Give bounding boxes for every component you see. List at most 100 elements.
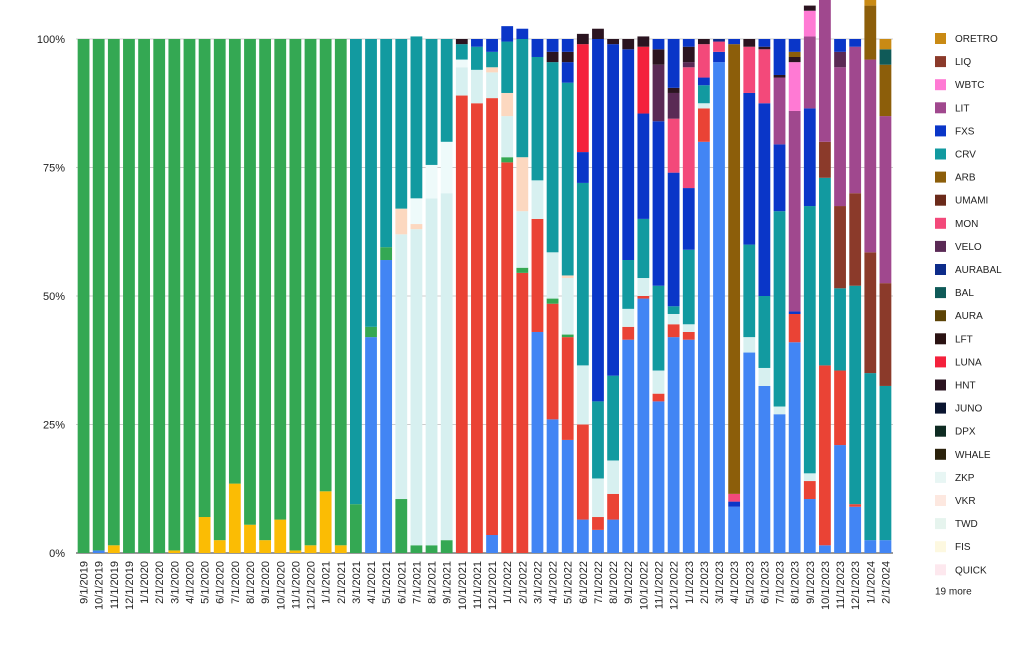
bar-fourth-3-1-2021 bbox=[349, 504, 362, 553]
x-tick-label: 1/1/2021 bbox=[321, 561, 333, 604]
bar-fxs-1-1-2022 bbox=[501, 26, 514, 42]
bar-fxs-12-1-2021 bbox=[486, 39, 498, 52]
bar-hnt-7-1-2022 bbox=[592, 28, 604, 39]
x-tick-label: 12/1/2023 bbox=[850, 561, 862, 610]
bar-crv-7-1-2022 bbox=[592, 401, 604, 479]
bar-fxs-3-1-2023 bbox=[713, 51, 725, 63]
bar-second-7-1-2022 bbox=[592, 517, 604, 530]
bar-fourth-5-1-2020 bbox=[198, 39, 211, 518]
bar-other-7-1-2023 bbox=[773, 39, 786, 75]
bar-arb-8-1-2023 bbox=[788, 51, 801, 57]
bar-second-1-1-2022 bbox=[501, 162, 514, 554]
bar-crv-3-1-2021 bbox=[349, 39, 362, 505]
bar-fourth-1-1-2020 bbox=[138, 39, 150, 553]
bar-velo-12-1-2022 bbox=[667, 92, 680, 119]
bar-crv-3-1-2022 bbox=[531, 56, 544, 181]
x-tick-label: 8/1/2023 bbox=[790, 561, 802, 604]
bar-first-6-1-2023 bbox=[758, 385, 771, 553]
bar-crv-11-1-2021 bbox=[471, 46, 483, 70]
x-tick-label: 7/1/2021 bbox=[411, 561, 423, 604]
x-tick-label: 11/1/2020 bbox=[290, 561, 302, 609]
bar-first-5-1-2022 bbox=[561, 439, 574, 553]
bar-first-1-1-2024 bbox=[864, 540, 877, 553]
bar-vkr-6-1-2021 bbox=[395, 208, 408, 235]
legend-label-oretro: ORETRO bbox=[955, 34, 998, 45]
x-tick-label: 2/1/2024 bbox=[880, 561, 892, 604]
legend-label-liq: LIQ bbox=[955, 57, 971, 68]
bar-fxs-1-1-2023 bbox=[682, 188, 695, 250]
bar-oretro-2-1-2024 bbox=[879, 39, 892, 50]
x-tick-label: 1/1/2024 bbox=[865, 561, 877, 604]
x-tick-label: 3/1/2022 bbox=[532, 561, 544, 604]
bar-first-10-1-2023 bbox=[819, 545, 831, 553]
bar-third-6-1-2020 bbox=[213, 540, 226, 553]
bar-fxs-4-1-2023 bbox=[728, 501, 741, 507]
bar-fourth-12-1-2020 bbox=[304, 39, 317, 546]
bar-first-6-1-2022 bbox=[576, 519, 589, 553]
legend-label-umami: UMAMI bbox=[955, 196, 988, 207]
bar-hnt-12-1-2022 bbox=[667, 87, 680, 93]
bar-fourth-7-1-2021 bbox=[410, 545, 423, 553]
bar-crv-7-1-2021 bbox=[410, 36, 423, 199]
y-tick-label: 50% bbox=[43, 291, 65, 303]
x-tick-label: 9/1/2022 bbox=[623, 561, 635, 604]
bar-fourth-8-1-2020 bbox=[244, 39, 256, 525]
bar-crv-6-1-2023 bbox=[758, 296, 771, 368]
bar-zkp-3-1-2022 bbox=[531, 180, 544, 219]
legend-more-link[interactable]: 19 more bbox=[935, 586, 972, 597]
bar-liq-1-1-2024 bbox=[864, 252, 877, 374]
x-tick-label: 5/1/2023 bbox=[744, 561, 756, 604]
legend-label-dpx: DPX bbox=[955, 427, 976, 438]
bar-twd-9-1-2021 bbox=[440, 141, 453, 194]
bar-crv-10-1-2023 bbox=[819, 177, 831, 366]
bar-hnt-10-1-2021 bbox=[455, 39, 468, 45]
bar-other-11-1-2022 bbox=[652, 39, 665, 50]
y-tick-label: 75% bbox=[43, 163, 65, 175]
bar-third-8-1-2020 bbox=[244, 524, 256, 553]
bar-hnt-2-1-2023 bbox=[697, 39, 710, 45]
bar-first-3-1-2022 bbox=[531, 331, 544, 553]
bar-fxs-2-1-2022 bbox=[516, 28, 529, 39]
bar-third-9-1-2020 bbox=[259, 540, 272, 553]
bar-other-3-1-2022 bbox=[531, 39, 544, 57]
x-tick-label: 4/1/2020 bbox=[184, 561, 196, 604]
bar-zkp-7-1-2023 bbox=[773, 406, 786, 415]
x-tick-label: 2/1/2023 bbox=[699, 561, 711, 604]
legend-swatch-juno bbox=[935, 402, 946, 414]
bar-twd-7-1-2021 bbox=[410, 198, 423, 225]
bar-zkp-1-1-2022 bbox=[501, 116, 514, 158]
bar-hnt-9-1-2023 bbox=[803, 5, 816, 11]
bar-fourth-3-1-2020 bbox=[168, 39, 181, 551]
bar-crv-1-1-2022 bbox=[501, 41, 514, 93]
bar-third-1-1-2021 bbox=[319, 491, 332, 553]
bar-crv-4-1-2021 bbox=[365, 39, 377, 327]
legend-swatch-crv bbox=[935, 148, 946, 160]
bar-fourth-5-1-2021 bbox=[380, 247, 393, 261]
bar-fourth-2-1-2022 bbox=[516, 267, 529, 273]
legend-swatch-fis bbox=[935, 541, 946, 553]
bar-lit-8-1-2023 bbox=[788, 110, 801, 312]
bar-zkp-12-1-2022 bbox=[667, 313, 680, 325]
bar-luna-10-1-2022 bbox=[637, 46, 650, 114]
bar-velo-11-1-2023 bbox=[834, 51, 846, 68]
legend-swatch-wbtc bbox=[935, 79, 946, 91]
bar-fourth-6-1-2021 bbox=[395, 499, 408, 553]
x-tick-label: 7/1/2023 bbox=[775, 561, 787, 604]
x-axis: 9/1/2019 10/1/2019 11/1/2019 12/1/2019 1/1/2… bbox=[79, 561, 893, 610]
bar-lit-12-1-2023 bbox=[849, 46, 862, 194]
legend-label-fxs: FXS bbox=[955, 126, 975, 137]
bar-hnt-1-1-2023 bbox=[682, 46, 695, 63]
bar-fxs-9-1-2022 bbox=[622, 49, 635, 261]
bar-fxs-8-1-2022 bbox=[607, 44, 620, 376]
y-tick-label: 100% bbox=[37, 34, 65, 46]
x-tick-label: 12/1/2019 bbox=[124, 561, 136, 610]
bar-fourth-11-1-2020 bbox=[289, 39, 302, 551]
bar-hnt-8-1-2022 bbox=[607, 39, 620, 45]
x-tick-label: 8/1/2022 bbox=[608, 561, 620, 604]
bar-first-2-1-2024 bbox=[879, 540, 892, 553]
legend-label-crv: CRV bbox=[955, 150, 976, 161]
bar-zkp-8-1-2022 bbox=[607, 460, 620, 494]
bar-zkp-7-1-2022 bbox=[592, 478, 604, 518]
legend-label-mon: MON bbox=[955, 219, 978, 230]
x-tick-label: 3/1/2021 bbox=[351, 561, 363, 604]
